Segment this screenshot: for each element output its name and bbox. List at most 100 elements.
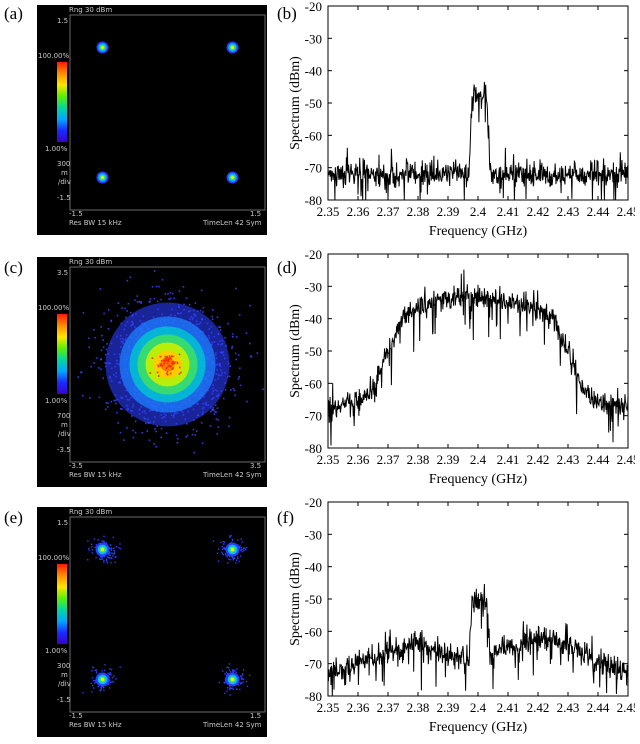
y-tick-label: -70 — [305, 409, 322, 424]
y-tick-label: -30 — [305, 31, 322, 46]
x-tick-label: 2.38 — [407, 204, 430, 219]
range-label: Rng 30 dBm — [69, 508, 113, 516]
x-tick-label: 2.43 — [557, 452, 580, 467]
x-tick-label: 2.37 — [377, 204, 400, 219]
y-tick-label: -70 — [305, 657, 322, 672]
plot-frame — [327, 501, 629, 697]
constellation-points — [77, 270, 264, 454]
x-tick-label: 2.38 — [407, 452, 430, 467]
x-tick-label: 2.39 — [437, 204, 460, 219]
x-axis-label: Frequency (GHz) — [429, 720, 528, 735]
x-tick-label: 2.43 — [557, 204, 580, 219]
scale-per-div: /div — [58, 680, 71, 688]
spectrum-trace — [327, 269, 629, 446]
scale-per-div: /div — [58, 178, 71, 186]
x-tick-label: 2.36 — [347, 700, 370, 715]
x-tick-label: 2.45 — [617, 700, 635, 715]
constellation-plot — [69, 266, 266, 463]
constellation-plot — [69, 14, 266, 211]
y-tick-label: -80 — [305, 193, 322, 208]
range-label: Rng 30 dBm — [69, 258, 113, 266]
plot-frame — [327, 253, 629, 449]
constellation-points — [82, 535, 251, 696]
y-tick-label: -60 — [305, 128, 322, 143]
y-tick-label: -40 — [305, 312, 322, 327]
panel-label-a: (a) — [4, 4, 23, 23]
scale-unit: m — [61, 671, 68, 679]
y-axis-label: Spectrum (dBm) — [288, 552, 303, 646]
y-tick-label: -50 — [305, 344, 322, 359]
constellation-points — [96, 41, 239, 184]
x-tick-label: 2.4 — [470, 700, 487, 715]
y-tick-label: -60 — [305, 376, 322, 391]
spectrum-plot: 2.35 2.36 2.37 2.38 2.39 2.4 2.41 2.42 2.43 2.44 2… — [288, 496, 635, 735]
timelen-label: TimeLen 42 Sym — [203, 721, 262, 729]
ymin-label: -1.5 — [57, 194, 71, 202]
x-tick-label: 2.45 — [617, 452, 635, 467]
x-tick-label: 2.39 — [437, 452, 460, 467]
resbw-label: Res BW 15 kHz — [69, 219, 122, 227]
y-axis-label: Spectrum (dBm) — [288, 304, 303, 398]
colorbar-top-label: 100.00% — [38, 304, 70, 312]
spectrum-trace — [327, 583, 629, 697]
y-tick-label: -30 — [305, 279, 322, 294]
x-tick-label: 2.41 — [497, 700, 520, 715]
colorbar-bottom-label: 1.00% — [45, 145, 68, 153]
spectrum-chart-b: 2.35 2.36 2.37 2.38 2.39 2.4 2.41 2.42 2.43 2.44 2… — [280, 0, 635, 246]
colorbar-top-label: 100.00% — [38, 52, 70, 60]
colorbar — [57, 62, 67, 142]
y-tick-label: -50 — [305, 592, 322, 607]
panel-label-d: (d) — [277, 258, 297, 277]
x-axis-label: Frequency (GHz) — [429, 472, 528, 487]
spectrum-trace — [327, 81, 629, 201]
xmax-label: 1.5 — [250, 210, 262, 218]
spectrum-plot: 2.35 2.36 2.37 2.38 2.39 2.4 2.41 2.42 2.43 2.44 2… — [288, 248, 635, 487]
x-tick-label: 2.42 — [527, 452, 550, 467]
x-tick-label: 2.4 — [470, 204, 487, 219]
x-tick-label: 2.44 — [587, 700, 610, 715]
ymax-label: 1.5 — [57, 519, 69, 527]
x-tick-label: 2.36 — [347, 452, 370, 467]
constellation-display-e: Rng 30 dBm 1.5 100.00% 1.00% 300 m /div … — [37, 507, 267, 737]
y-tick-label: -80 — [305, 441, 322, 456]
colorbar-top-label: 100.00% — [38, 554, 70, 562]
scale-value: 700 — [57, 412, 71, 420]
x-tick-label: 2.44 — [587, 452, 610, 467]
y-tick-label: -60 — [305, 624, 322, 639]
resbw-label: Res BW 15 kHz — [69, 721, 122, 729]
timelen-label: TimeLen 42 Sym — [203, 471, 262, 479]
y-tick-label: -80 — [305, 689, 322, 704]
panel-label-f: (f) — [277, 508, 294, 527]
x-tick-label: 2.39 — [437, 700, 460, 715]
x-tick-label: 2.35 — [317, 204, 340, 219]
x-tick-label: 2.45 — [617, 204, 635, 219]
ymax-label: 3.5 — [57, 269, 69, 277]
scale-value: 300 — [57, 662, 71, 670]
resbw-label: Res BW 15 kHz — [69, 471, 122, 479]
x-tick-label: 2.42 — [527, 204, 550, 219]
plot-frame — [327, 5, 629, 201]
scale-per-div: /div — [58, 430, 71, 438]
x-axis-label: Frequency (GHz) — [429, 224, 528, 239]
ymin-label: -1.5 — [57, 696, 71, 704]
y-tick-label: -30 — [305, 527, 322, 542]
ymin-label: -3.5 — [57, 446, 71, 454]
x-tick-label: 2.41 — [497, 204, 520, 219]
xmin-label: -1.5 — [69, 210, 83, 218]
range-label: Rng 30 dBm — [69, 6, 113, 14]
spectrum-chart-f: 2.35 2.36 2.37 2.38 2.39 2.4 2.41 2.42 2.43 2.44 2… — [280, 496, 635, 742]
x-tick-label: 2.35 — [317, 452, 340, 467]
x-tick-label: 2.41 — [497, 452, 520, 467]
constellation-display-a: Rng 30 dBm 1.5 100.00% 1.00% 300 m /div … — [37, 5, 267, 235]
colorbar-bottom-label: 1.00% — [45, 397, 68, 405]
y-tick-label: -20 — [305, 0, 322, 14]
y-tick-label: -20 — [305, 248, 322, 262]
plot-frame — [69, 516, 266, 713]
spectrum-chart-d: 2.35 2.36 2.37 2.38 2.39 2.4 2.41 2.42 2.43 2.44 2… — [280, 248, 635, 494]
panel-label-e: (e) — [4, 508, 23, 527]
scale-unit: m — [61, 421, 68, 429]
colorbar-bottom-label: 1.00% — [45, 647, 68, 655]
timelen-label: TimeLen 42 Sym — [203, 219, 262, 227]
y-tick-label: -40 — [305, 560, 322, 575]
xmax-label: 3.5 — [250, 462, 262, 470]
